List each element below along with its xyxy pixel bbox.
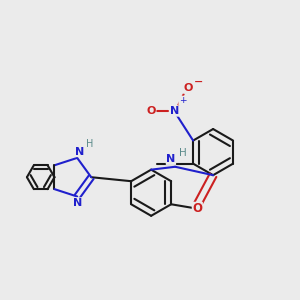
Text: H: H: [178, 148, 186, 158]
Text: N: N: [75, 147, 84, 157]
Text: N: N: [73, 198, 82, 208]
Text: −: −: [194, 77, 203, 87]
Text: O: O: [192, 202, 202, 215]
Text: N: N: [169, 106, 179, 116]
Text: O: O: [146, 106, 156, 116]
Text: +: +: [179, 96, 186, 105]
Text: O: O: [183, 83, 193, 93]
Text: N: N: [166, 154, 176, 164]
Text: H: H: [86, 139, 94, 149]
